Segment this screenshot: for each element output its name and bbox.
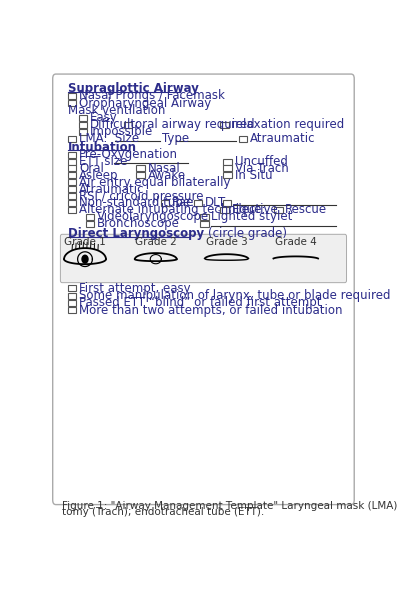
Bar [86, 221, 94, 227]
Text: Oral: Oral [79, 162, 104, 175]
Bar [68, 307, 76, 313]
Bar [124, 122, 132, 128]
Bar [68, 292, 76, 298]
Bar [220, 207, 229, 213]
Text: tomy (Trach); endotracheal tube (ETT).: tomy (Trach); endotracheal tube (ETT). [62, 507, 264, 517]
Text: (circle grade): (circle grade) [208, 227, 287, 240]
Bar [68, 193, 76, 199]
Text: Videolaryngoscope: Videolaryngoscope [97, 210, 209, 223]
Bar [79, 122, 87, 128]
Bar [224, 158, 232, 164]
Text: Lighted stylet: Lighted stylet [212, 210, 293, 223]
Bar [200, 221, 209, 227]
Text: Difficult:: Difficult: [90, 118, 141, 131]
Bar [220, 122, 229, 128]
Text: Passed ETT “blind” or failed first attempt: Passed ETT “blind” or failed first attem… [79, 297, 322, 309]
Text: Intubation: Intubation [68, 141, 137, 154]
Bar [68, 152, 76, 158]
Text: Pre-Oxygenation: Pre-Oxygenation [79, 148, 178, 161]
Bar [68, 300, 76, 306]
Text: Impossible: Impossible [90, 125, 154, 138]
Text: Grade 2: Grade 2 [135, 237, 177, 247]
Bar [68, 100, 76, 106]
Text: Uncuffed: Uncuffed [235, 155, 287, 168]
Bar [68, 158, 76, 164]
Text: Grade 4: Grade 4 [275, 237, 317, 247]
Bar [79, 129, 87, 135]
Text: ETT size: ETT size [79, 155, 127, 168]
Text: Non-standard tube:: Non-standard tube: [79, 197, 194, 209]
Bar [68, 172, 76, 178]
Bar [68, 285, 76, 291]
Text: Mask ventilation: Mask ventilation [68, 105, 166, 117]
Bar [137, 172, 145, 178]
Text: oral airway required: oral airway required [135, 118, 255, 131]
Bar [137, 166, 145, 172]
Bar [68, 136, 76, 142]
Text: RSI / cricoid pressure: RSI / cricoid pressure [79, 190, 204, 203]
Polygon shape [81, 255, 89, 264]
Text: DLT: DLT [205, 197, 226, 209]
Text: Oropharyngeal Airway: Oropharyngeal Airway [79, 96, 212, 109]
Text: Alternate intubating technique:: Alternate intubating technique: [79, 203, 266, 216]
Text: LMA:  Size: LMA: Size [79, 133, 139, 145]
Bar [68, 200, 76, 206]
Bar [68, 93, 76, 99]
Text: Air entry equal bilaterally: Air entry equal bilaterally [79, 176, 231, 189]
Bar [68, 207, 76, 213]
Text: Nasal: Nasal [147, 162, 180, 175]
Text: Figure 1: "Airway Management Template" Laryngeal mask (LMA); tracheos-: Figure 1: "Airway Management Template" L… [62, 501, 397, 511]
Bar [274, 207, 283, 213]
FancyBboxPatch shape [60, 234, 347, 283]
Text: Bronchoscope: Bronchoscope [97, 217, 180, 230]
Text: Easy: Easy [90, 111, 118, 124]
Text: In Situ: In Situ [235, 169, 272, 182]
Bar [68, 179, 76, 185]
Bar [224, 172, 232, 178]
Text: Awake: Awake [147, 169, 185, 182]
Bar [239, 136, 247, 142]
Text: Atraumatic: Atraumatic [250, 133, 315, 145]
Bar [223, 200, 231, 206]
Bar [79, 115, 87, 121]
Text: Rescue: Rescue [285, 203, 328, 216]
Text: Direct Laryngoscopy: Direct Laryngoscopy [68, 227, 204, 240]
Text: Elective: Elective [231, 203, 278, 216]
Bar [161, 200, 169, 206]
Text: Rae: Rae [172, 197, 195, 209]
Text: Nasal Prongs / Facemask: Nasal Prongs / Facemask [79, 89, 225, 102]
Bar [200, 214, 209, 220]
Text: Via Trach: Via Trach [235, 162, 288, 175]
Text: First attempt, easy: First attempt, easy [79, 282, 191, 295]
Text: Asleep: Asleep [79, 169, 119, 182]
Bar [68, 166, 76, 172]
Text: relaxation required: relaxation required [231, 118, 345, 131]
Text: Type: Type [162, 133, 189, 145]
Text: Grade 3: Grade 3 [206, 237, 247, 247]
Bar [86, 214, 94, 220]
Text: Atraumatic: Atraumatic [79, 182, 145, 196]
FancyBboxPatch shape [53, 74, 354, 505]
Text: Supraglottic Airway: Supraglottic Airway [68, 83, 199, 95]
Text: Grade 1: Grade 1 [64, 237, 106, 247]
Bar [194, 200, 202, 206]
Text: More than two attempts, or failed intubation: More than two attempts, or failed intuba… [79, 304, 343, 317]
Text: Some manipulation of larynx, tube or blade required: Some manipulation of larynx, tube or bla… [79, 289, 391, 302]
Bar [224, 166, 232, 172]
Bar [68, 186, 76, 192]
